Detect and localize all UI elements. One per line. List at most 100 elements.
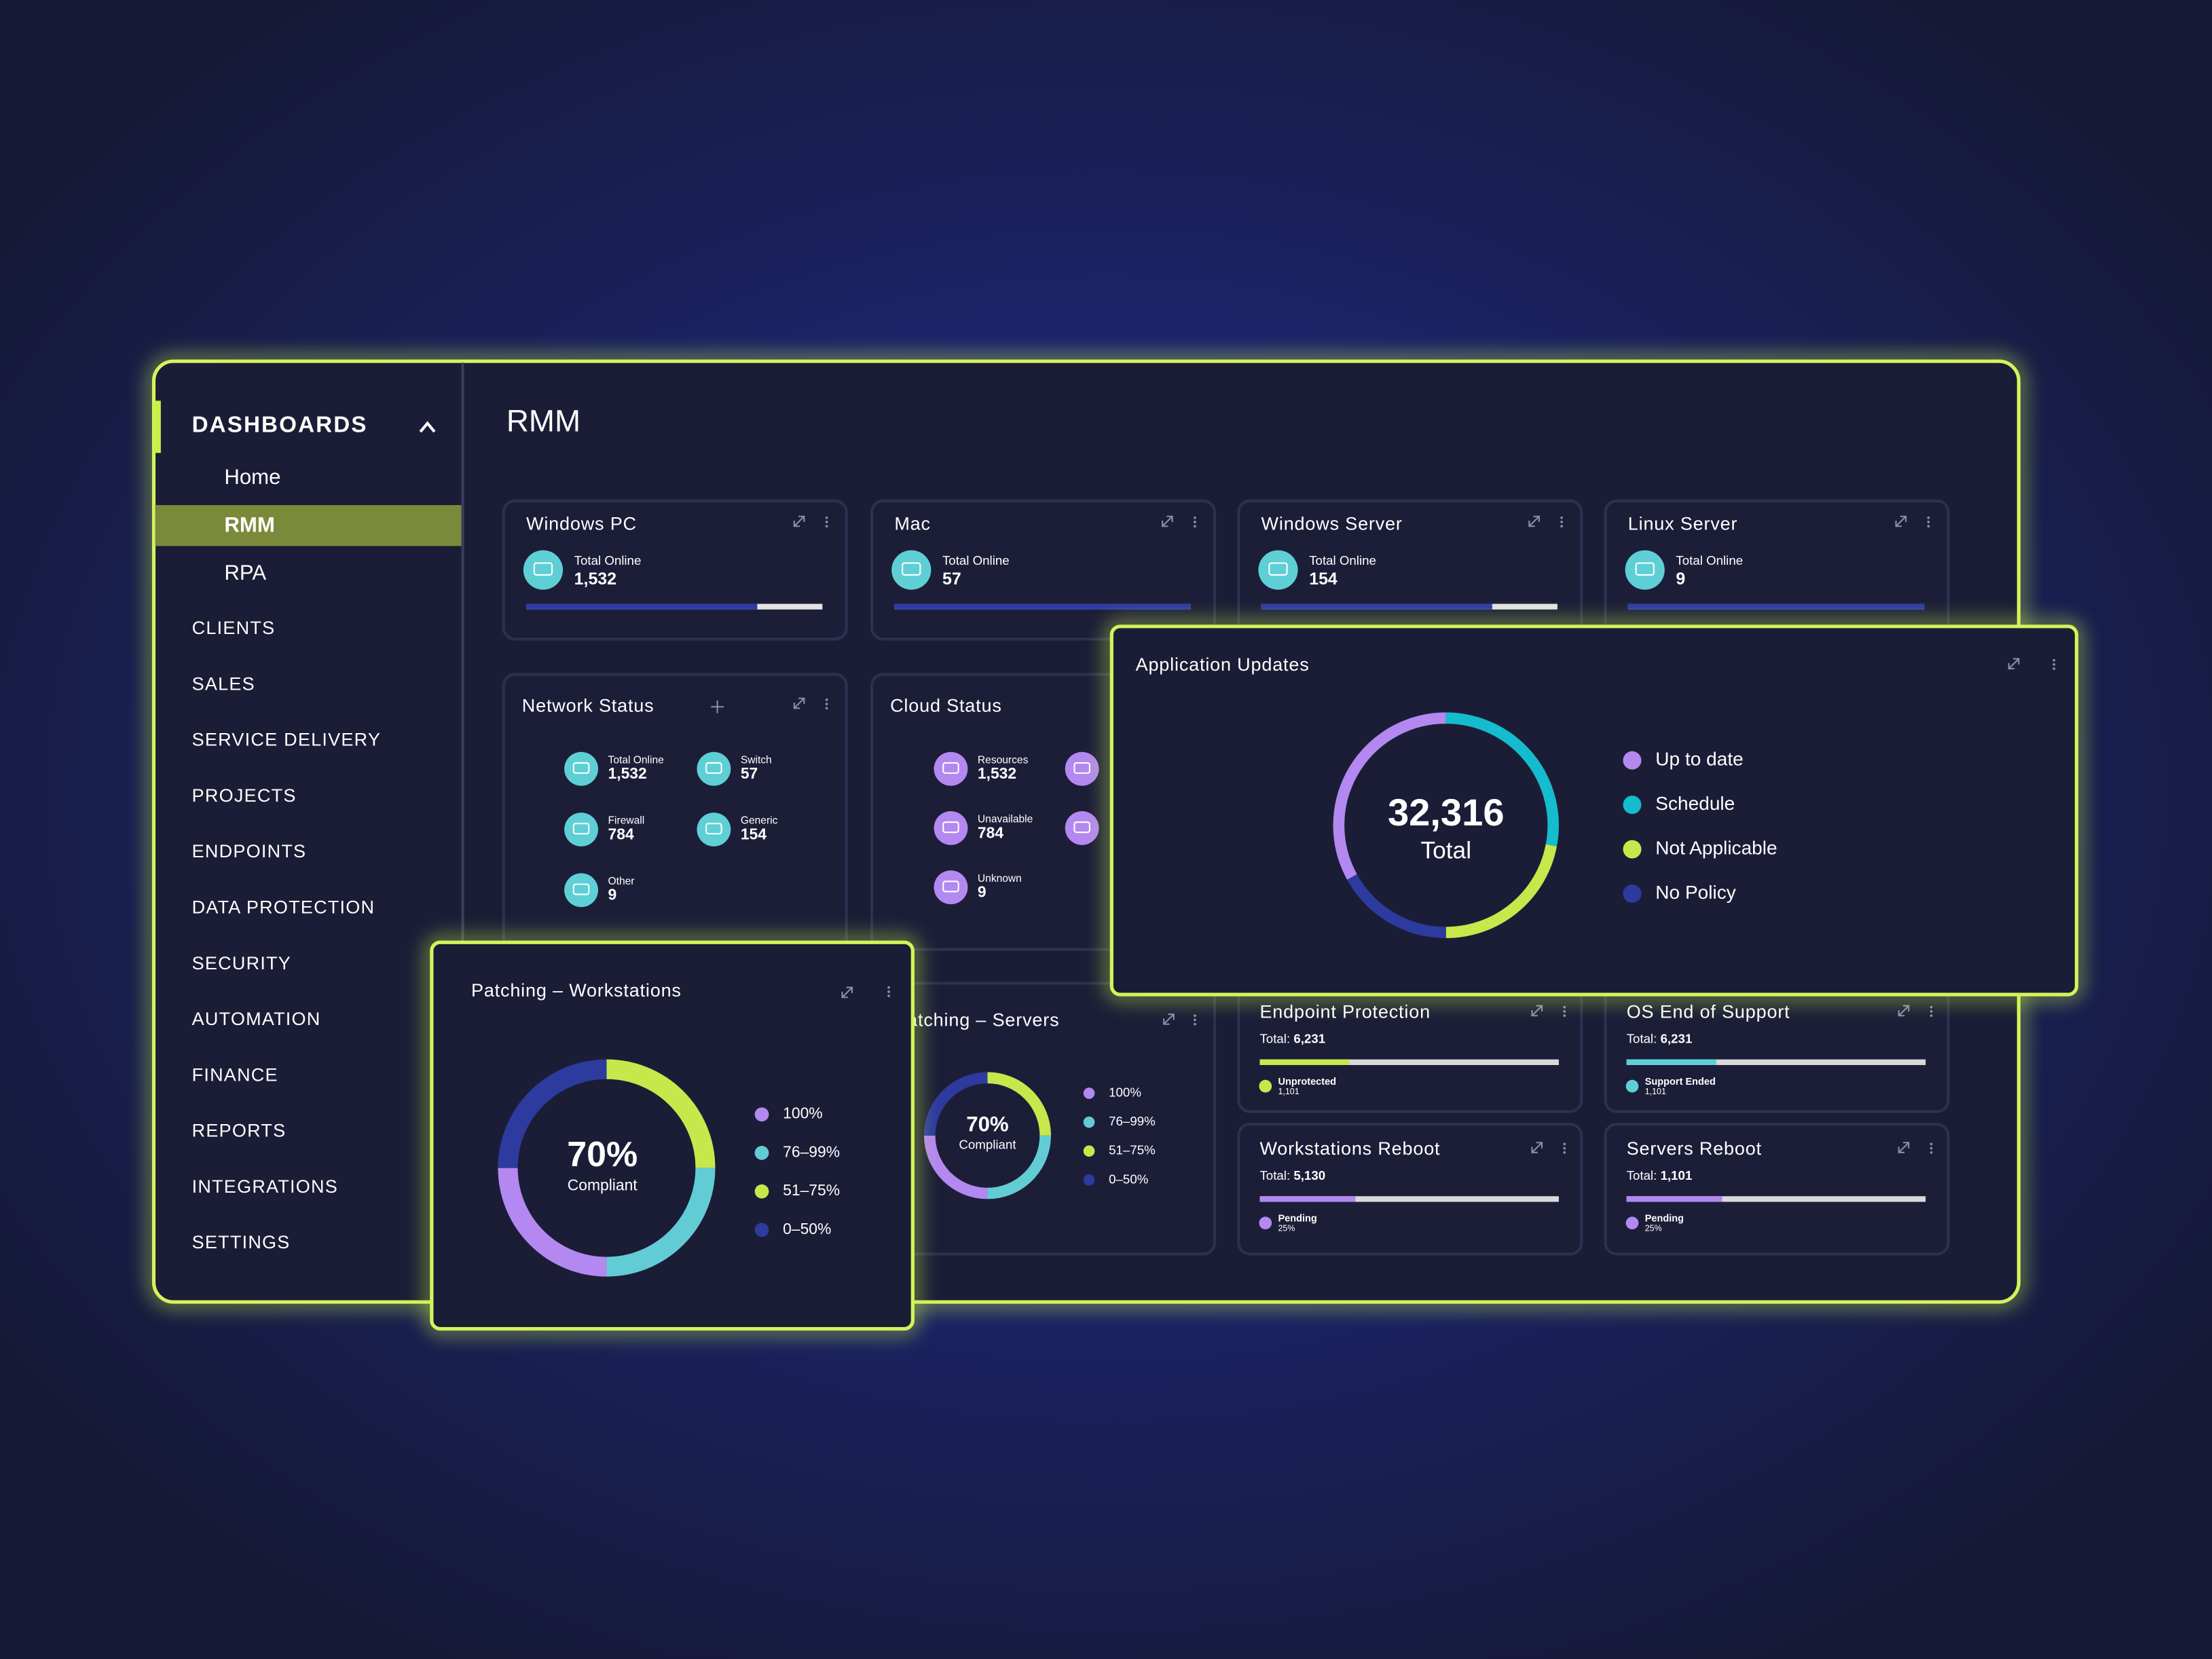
summary-bar [1626, 1196, 1722, 1202]
sidebar-item[interactable]: SETTINGS [192, 1232, 291, 1252]
item-icon [564, 873, 598, 908]
sidebar-item[interactable]: SERVICE DELIVERY [192, 730, 382, 750]
expand-icon [1898, 1005, 1910, 1017]
donut-center-label: Total [1420, 838, 1471, 864]
legend-swatch [1259, 1079, 1272, 1093]
item-label: Unavailable [978, 814, 1033, 825]
card-total: Total: 6,231 [1627, 1032, 1693, 1046]
item-value: 9 [978, 883, 987, 901]
summary-card [1604, 1123, 1950, 1256]
expand-icon [793, 697, 805, 709]
legend-label: Pending [1278, 1213, 1316, 1224]
sidebar-item[interactable]: SALES [192, 673, 255, 694]
total-label: Total: [1627, 1168, 1657, 1182]
menu-dot [1563, 1005, 1566, 1009]
summary-bar-track [1626, 1196, 1926, 1202]
summary-bar-track [1259, 1059, 1559, 1065]
card-total: Total: 6,231 [1259, 1032, 1325, 1046]
donut-segment [987, 1072, 1051, 1136]
expand-icon [1163, 1013, 1175, 1025]
expand-icon [2008, 658, 2020, 670]
sidebar-item[interactable]: REPORTS [192, 1121, 287, 1141]
sidebar-item[interactable]: AUTOMATION [192, 1009, 321, 1029]
card-label: Total Online [574, 553, 642, 567]
donut-segment [923, 1072, 988, 1136]
card-title: Patching – Servers [894, 1010, 1059, 1030]
item-label: Unknown [978, 873, 1022, 884]
item-icon-glyph [1073, 762, 1090, 774]
menu-dot [887, 994, 890, 998]
item-icon-glyph [942, 821, 959, 834]
summary-card [1237, 1123, 1583, 1256]
sidebar-indicator [153, 400, 161, 453]
menu-dot [1563, 1142, 1566, 1146]
legend-label: Unprotected [1278, 1077, 1336, 1087]
card-value: 154 [1309, 570, 1338, 589]
legend-swatch [754, 1223, 769, 1237]
card-title: Windows Server [1261, 513, 1403, 534]
sidebar-subitem[interactable]: RPA [224, 561, 266, 584]
sidebar-subitem[interactable]: Home [224, 465, 280, 489]
item-icon-glyph [705, 823, 722, 835]
legend-label: 51–75% [783, 1181, 840, 1199]
menu-dot [1560, 516, 1564, 519]
patching-workstations-card [430, 940, 915, 1331]
menu-dot [887, 990, 890, 993]
card-title: Windows PC [526, 513, 637, 534]
menu-dot [2052, 663, 2056, 666]
online-bar [1261, 603, 1492, 610]
card-title: Linux Server [1628, 513, 1738, 534]
sidebar-item[interactable]: ENDPOINTS [192, 841, 307, 861]
item-icon-glyph [533, 562, 553, 576]
legend-swatch [754, 1184, 769, 1199]
legend-swatch [1259, 1216, 1272, 1230]
item-icon [934, 751, 968, 786]
expand-icon [1531, 1142, 1543, 1153]
expand-icon [793, 515, 805, 527]
item-label: Firewall [608, 815, 645, 827]
item-icon [934, 870, 968, 905]
total-value: 6,231 [1293, 1032, 1325, 1046]
summary-bar [1259, 1196, 1356, 1202]
item-label: Resources [978, 754, 1029, 766]
legend-label: 0–50% [783, 1220, 831, 1237]
item-icon [523, 550, 564, 590]
item-icon-glyph [572, 762, 590, 774]
item-icon [1625, 550, 1665, 590]
legend-label: No Policy [1655, 882, 1735, 903]
item-icon [697, 751, 731, 786]
donut-center-label: Compliant [568, 1176, 638, 1194]
item-label: Total Online [608, 754, 664, 766]
donut-segment [498, 1059, 607, 1168]
donut-center: 70% [966, 1113, 1008, 1136]
sidebar-item[interactable]: INTEGRATIONS [192, 1176, 338, 1197]
legend-swatch [1623, 840, 1642, 859]
card-value: 9 [1676, 570, 1685, 589]
sidebar-item[interactable]: CLIENTS [192, 618, 276, 638]
expand-icon [841, 986, 853, 999]
donut-segment [1445, 712, 1559, 846]
sidebar-item[interactable]: PROJECTS [192, 785, 297, 806]
item-value: 154 [741, 825, 767, 842]
sidebar-item[interactable]: FINANCE [192, 1064, 278, 1085]
donut-segment [498, 1168, 607, 1277]
sidebar-item[interactable]: DATA PROTECTION [192, 897, 375, 917]
sidebar-subitem[interactable]: RMM [224, 513, 274, 537]
sidebar-selected [155, 505, 462, 546]
legend-label: Up to date [1655, 749, 1743, 770]
card-title: Servers Reboot [1627, 1138, 1762, 1159]
legend-label: Pending [1645, 1213, 1684, 1224]
menu-dot [1560, 521, 1564, 523]
legend-label: 76–99% [1109, 1114, 1156, 1128]
summary-bar-track [1259, 1196, 1559, 1202]
item-value: 1,532 [608, 764, 647, 782]
donut-segment [987, 1135, 1051, 1199]
sidebar-heading: DASHBOARDS [192, 413, 368, 438]
sidebar-item[interactable]: SECURITY [192, 953, 291, 973]
card-total: Total: 1,101 [1627, 1168, 1693, 1182]
legend-label: 76–99% [783, 1142, 840, 1160]
legend-value: 1,101 [1645, 1087, 1666, 1096]
expand-icon [1531, 1005, 1543, 1017]
